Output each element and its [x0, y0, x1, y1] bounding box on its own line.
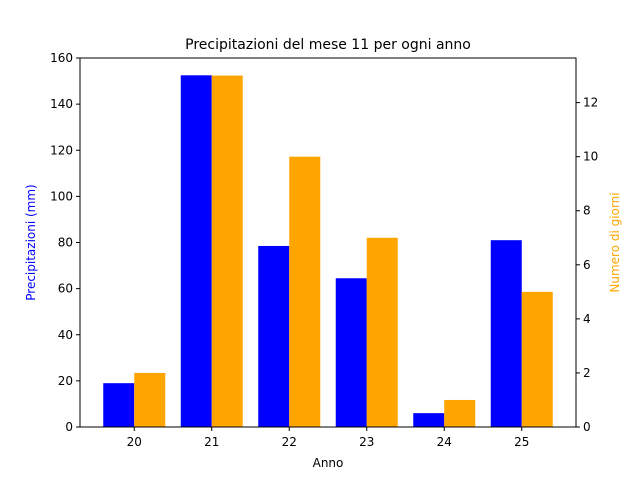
bar-days-22 — [289, 156, 321, 428]
x-tick-label: 21 — [204, 435, 219, 449]
y2-tick-label: 0 — [583, 420, 591, 434]
chart-title: Precipitazioni del mese 11 per ogni anno — [185, 37, 471, 53]
x-axis: 20 21 22 23 24 25 — [127, 427, 529, 449]
y-axis-left-title: Precipitazioni (mm) — [24, 184, 38, 301]
y2-tick-label: 8 — [583, 204, 591, 218]
bar-precipitation-24 — [413, 413, 445, 427]
bar-days-23 — [366, 237, 398, 427]
y2-tick-label: 6 — [583, 258, 591, 272]
x-tick-label: 25 — [514, 435, 529, 449]
x-tick-label: 24 — [437, 435, 452, 449]
y-tick-label: 60 — [58, 282, 73, 296]
y2-tick-label: 2 — [583, 366, 591, 380]
bar-precipitation-23 — [335, 278, 367, 427]
bar-precipitation-22 — [258, 245, 290, 427]
y-tick-label: 40 — [58, 328, 73, 342]
y2-tick-label: 10 — [583, 150, 598, 164]
x-tick-label: 20 — [127, 435, 142, 449]
y-tick-label: 120 — [50, 143, 73, 157]
y-axis-right: 0 2 4 6 8 10 12 — [576, 96, 598, 434]
bars-layer — [103, 75, 553, 428]
x-tick-label: 23 — [359, 435, 374, 449]
bar-precipitation-20 — [103, 383, 135, 427]
bar-days-20 — [134, 372, 166, 427]
bar-days-24 — [444, 399, 476, 427]
y2-tick-label: 12 — [583, 96, 598, 110]
x-tick-label: 22 — [282, 435, 297, 449]
y-tick-label: 160 — [50, 51, 73, 65]
y-tick-label: 0 — [65, 420, 73, 434]
y-tick-label: 80 — [58, 236, 73, 250]
bar-precipitation-21 — [180, 75, 212, 428]
y-axis-left: 0 20 40 60 80 100 120 140 160 — [50, 51, 80, 434]
y-axis-right-title: Numero di giorni — [608, 192, 622, 292]
bar-days-21 — [211, 75, 243, 427]
y-tick-label: 20 — [58, 374, 73, 388]
bar-precipitation-25 — [490, 240, 522, 427]
x-axis-title: Anno — [313, 456, 344, 470]
y-tick-label: 100 — [50, 189, 73, 203]
y-tick-label: 140 — [50, 97, 73, 111]
bar-days-25 — [521, 291, 553, 427]
y2-tick-label: 4 — [583, 312, 591, 326]
